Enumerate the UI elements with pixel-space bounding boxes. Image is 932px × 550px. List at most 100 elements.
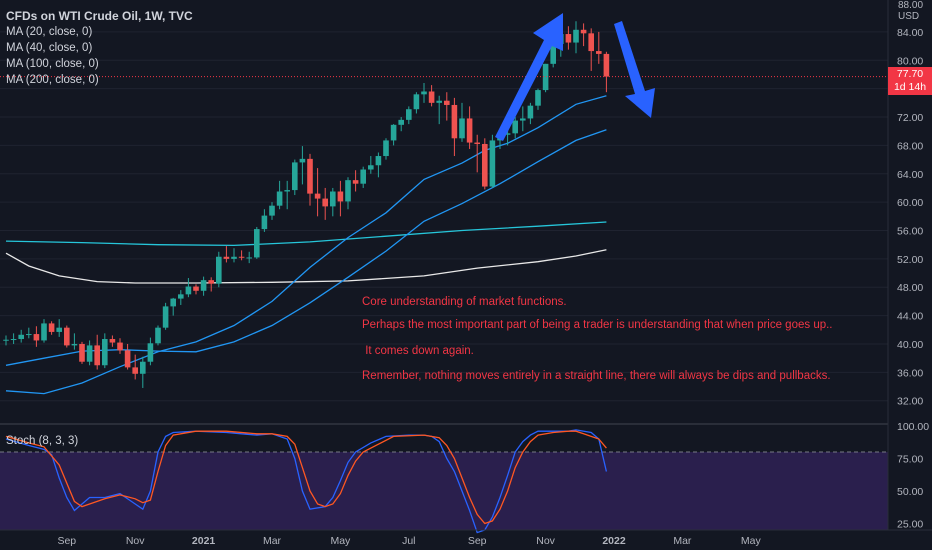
- candle-up: [71, 343, 78, 346]
- candle-up: [140, 361, 146, 374]
- candle-up: [360, 169, 366, 184]
- candle-up: [147, 343, 154, 362]
- candle-down: [603, 53, 610, 77]
- time-tick-label: May: [741, 535, 762, 547]
- candle-up: [345, 180, 351, 202]
- candle-up: [200, 280, 207, 291]
- candle-up: [292, 162, 298, 191]
- candle-up: [3, 339, 9, 341]
- candle-up: [542, 63, 549, 91]
- candle-down: [580, 29, 587, 34]
- price-tick-label: 64.00: [897, 169, 923, 181]
- candle-up: [231, 256, 237, 259]
- candle-up: [86, 345, 93, 362]
- candle-up: [216, 256, 222, 284]
- candle-up: [246, 257, 252, 259]
- price-tick-label: 84.00: [897, 27, 923, 39]
- candle-up: [573, 29, 579, 43]
- candle-up: [155, 327, 161, 344]
- stoch-label[interactable]: Stoch (8, 3, 3): [6, 435, 79, 447]
- price-unit[interactable]: 88.00 USD: [898, 0, 923, 22]
- candle-up: [330, 191, 336, 207]
- price-unit-currency: USD: [898, 11, 920, 22]
- candle-up: [284, 190, 290, 192]
- candle-down: [565, 34, 572, 43]
- price-tick-label: 44.00: [897, 311, 923, 323]
- down-arrow-icon: [614, 21, 655, 118]
- price-tick-label: 56.00: [897, 226, 923, 238]
- candle-down: [79, 343, 85, 362]
- price-tick-label: 36.00: [897, 367, 923, 379]
- note-line-4: Remember, nothing moves entirely in a st…: [362, 370, 831, 382]
- ma200-label[interactable]: MA (200, close, 0): [6, 74, 99, 86]
- candle-down: [588, 33, 594, 52]
- candle-down: [109, 339, 116, 343]
- candle-down: [596, 51, 602, 54]
- stochastic-pane: [0, 429, 888, 534]
- ma20-line: [5, 95, 607, 395]
- bar-countdown: 1d 14h: [893, 81, 927, 93]
- candle-down: [33, 334, 40, 341]
- ma40-label[interactable]: MA (40, close, 0): [6, 42, 93, 54]
- stoch-band: [0, 452, 888, 530]
- time-tick-label: Sep: [57, 535, 76, 547]
- candle-down: [117, 342, 123, 351]
- current-price: 77.70: [896, 68, 924, 80]
- ma100-line: [5, 221, 607, 247]
- candle-up: [398, 119, 404, 125]
- ma20-label[interactable]: MA (20, close, 0): [6, 26, 93, 38]
- price-tick-label: 40.00: [897, 339, 923, 351]
- candle-down: [428, 91, 435, 103]
- price-unit-top: 88.00: [898, 0, 924, 11]
- candle-up: [18, 334, 24, 340]
- candle-down: [337, 191, 344, 202]
- candle-down: [208, 280, 214, 284]
- candle-up: [406, 109, 412, 120]
- candle-up: [421, 91, 427, 95]
- candle-up: [269, 205, 275, 216]
- candle-down: [352, 180, 359, 184]
- candle-down: [482, 143, 488, 187]
- time-tick-label: Mar: [263, 535, 282, 547]
- time-axis[interactable]: Sep Nov 2021 Mar May Jul Sep Nov 2022 Mar May: [0, 529, 932, 547]
- candle-up: [102, 339, 108, 366]
- stoch-tick-label: 25.00: [897, 519, 923, 531]
- candlestick-series: [3, 21, 610, 388]
- candle-down: [193, 286, 199, 291]
- stoch-d-line: [5, 430, 607, 525]
- candle-down: [314, 193, 321, 199]
- ma100-label[interactable]: MA (100, close, 0): [6, 58, 99, 70]
- candle-up: [520, 118, 526, 121]
- candle-up: [261, 215, 268, 230]
- candle-down: [124, 350, 131, 368]
- candle-down: [94, 345, 100, 366]
- price-tick-label: 32.00: [897, 396, 923, 408]
- candle-up: [504, 133, 511, 135]
- time-tick-label: Sep: [468, 535, 487, 547]
- candle-down: [444, 100, 450, 105]
- candle-up: [162, 306, 169, 328]
- stoch-tick-label: 75.00: [897, 454, 923, 466]
- stoch-tick-label: 100.00: [897, 421, 929, 433]
- candle-down: [238, 256, 245, 258]
- up-arrow-icon: [495, 13, 563, 141]
- note-line-1: Core understanding of market functions.: [362, 296, 567, 308]
- price-tick-label: 52.00: [897, 254, 923, 266]
- time-tick-label: Jul: [402, 535, 415, 547]
- candle-up: [276, 191, 283, 206]
- chart-legend: CFDs on WTI Crude Oil, 1W, TVC MA (20, c…: [6, 8, 193, 88]
- candle-down: [474, 142, 480, 144]
- candle-up: [185, 286, 192, 295]
- candle-up: [413, 94, 420, 110]
- symbol-title[interactable]: CFDs on WTI Crude Oil, 1W, TVC: [6, 9, 193, 23]
- candle-down: [48, 323, 55, 332]
- candle-up: [170, 298, 176, 307]
- candle-up: [368, 165, 374, 170]
- candle-up: [41, 323, 47, 341]
- candle-up: [512, 120, 518, 134]
- candle-up: [254, 229, 260, 258]
- candle-up: [178, 294, 184, 299]
- candle-up: [56, 327, 62, 332]
- note-line-2: Perhaps the most important part of being…: [362, 319, 833, 331]
- price-tick-label: 72.00: [897, 112, 923, 124]
